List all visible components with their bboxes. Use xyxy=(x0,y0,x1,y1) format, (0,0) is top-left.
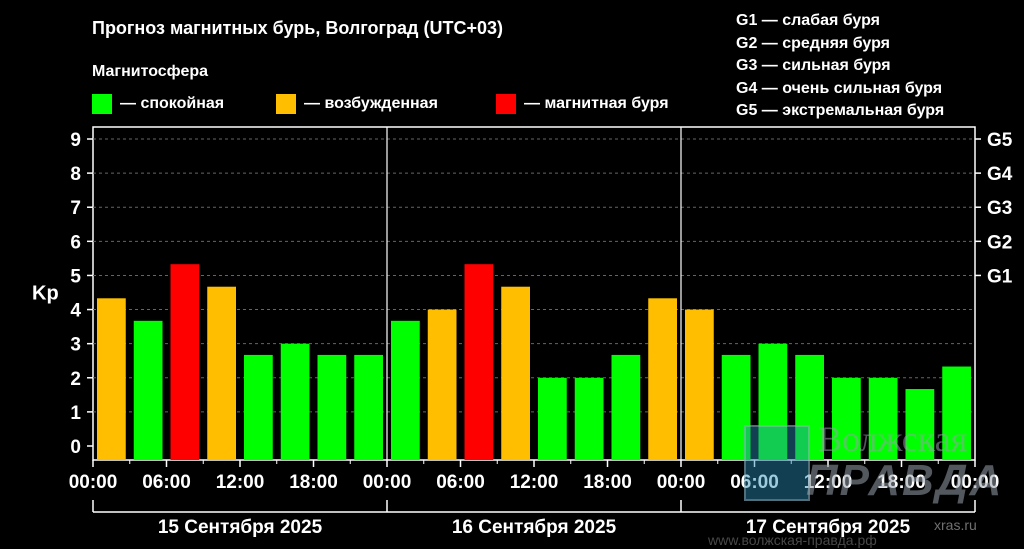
y-tick-label: 1 xyxy=(70,403,81,424)
g-legend-item: G2 — средняя буря xyxy=(736,34,890,52)
kp-bar xyxy=(648,298,677,460)
kp-bar xyxy=(427,309,457,460)
g-tick-label: G2 xyxy=(987,232,1012,253)
x-tick-label: 12:00 xyxy=(216,472,265,493)
y-axis-label: Kp xyxy=(32,283,59,305)
kp-bar xyxy=(464,264,494,460)
kp-bar xyxy=(795,354,824,460)
legend-item-excited: — возбужденная xyxy=(276,94,438,114)
x-tick-label: 00:00 xyxy=(363,472,412,493)
legend-item-quiet: — спокойная xyxy=(92,94,224,114)
kp-bar xyxy=(905,389,935,460)
g-legend-item: G3 — сильная буря xyxy=(736,57,891,74)
kp-bar xyxy=(280,343,310,460)
watermark-url: www.волжская-правда.рф xyxy=(708,532,877,548)
legend-title: Магнитосфера xyxy=(92,63,209,80)
day-label: 17 Сентября 2025 xyxy=(746,517,911,538)
g-tick-label: G3 xyxy=(987,198,1012,219)
legend-swatch-excited xyxy=(276,94,296,114)
x-tick-label: 06:00 xyxy=(436,472,485,493)
x-tick-label: 06:00 xyxy=(730,472,779,493)
x-tick-label: 06:00 xyxy=(142,472,191,493)
y-tick-label: 6 xyxy=(70,232,81,253)
kp-bar xyxy=(942,366,971,460)
g-tick-label: G4 xyxy=(987,164,1013,185)
kp-bar xyxy=(133,320,163,460)
y-tick-label: 9 xyxy=(70,130,81,151)
kp-bar xyxy=(611,354,641,460)
y-tick-label: 4 xyxy=(70,301,81,322)
legend-label-excited: — возбужденная xyxy=(304,95,438,112)
kp-bar xyxy=(501,286,530,460)
kp-bar xyxy=(574,377,604,460)
day-label: 16 Сентября 2025 xyxy=(452,517,617,538)
y-tick-label: 7 xyxy=(70,198,81,219)
kp-bar xyxy=(758,343,788,460)
day-label: 15 Сентября 2025 xyxy=(158,517,323,538)
y-tick-label: 2 xyxy=(70,369,81,390)
x-tick-label: 18:00 xyxy=(877,472,926,493)
x-tick-label: 18:00 xyxy=(289,472,338,493)
watermark-brand: ПРАВДА xyxy=(806,456,1004,505)
kp-bar xyxy=(832,377,861,460)
kp-bar xyxy=(685,309,714,460)
y-tick-label: 8 xyxy=(70,164,81,185)
kp-bar xyxy=(354,354,383,460)
g-tick-label: G5 xyxy=(987,130,1013,151)
legend-swatch-quiet xyxy=(92,94,112,114)
watermark-logo xyxy=(744,425,810,501)
x-tick-label: 00:00 xyxy=(657,472,706,493)
x-tick-label: 12:00 xyxy=(804,472,853,493)
g-legend-item: G4 — очень сильная буря xyxy=(736,79,943,97)
kp-bar xyxy=(170,264,200,460)
x-tick-label: 00:00 xyxy=(951,472,1000,493)
y-tick-label: 0 xyxy=(70,437,81,458)
kp-bar xyxy=(538,377,567,460)
kp-bar xyxy=(391,320,420,460)
kp-bar xyxy=(244,354,273,460)
kp-bar xyxy=(721,354,751,460)
y-tick-label: 5 xyxy=(70,266,81,287)
g-scale-legend: G1 — слабая буря G2 — средняя буря G3 — … xyxy=(736,10,944,123)
g-legend-item: G5 — экстремальная буря xyxy=(736,102,945,119)
watermark-site: xras.ru xyxy=(934,517,977,533)
legend-label-storm: — магнитная буря xyxy=(524,95,669,112)
x-tick-label: 12:00 xyxy=(510,472,559,493)
x-tick-label: 00:00 xyxy=(69,472,118,493)
x-tick-label: 18:00 xyxy=(583,472,632,493)
g-legend-item: G1 — слабая буря xyxy=(736,12,881,29)
y-tick-label: 3 xyxy=(70,335,81,356)
legend-item-storm: — магнитная буря xyxy=(496,94,669,114)
kp-bar xyxy=(317,354,347,460)
legend-label-quiet: — спокойная xyxy=(120,95,225,112)
watermark-text: Волжская xyxy=(818,419,968,459)
chart-title: Прогноз магнитных бурь, Волгоград (UTC+0… xyxy=(92,18,503,38)
kp-bar xyxy=(97,298,126,460)
g-tick-label: G1 xyxy=(987,266,1013,287)
kp-bar xyxy=(207,286,236,460)
kp-bar xyxy=(868,377,898,460)
legend-swatch-storm xyxy=(496,94,516,114)
